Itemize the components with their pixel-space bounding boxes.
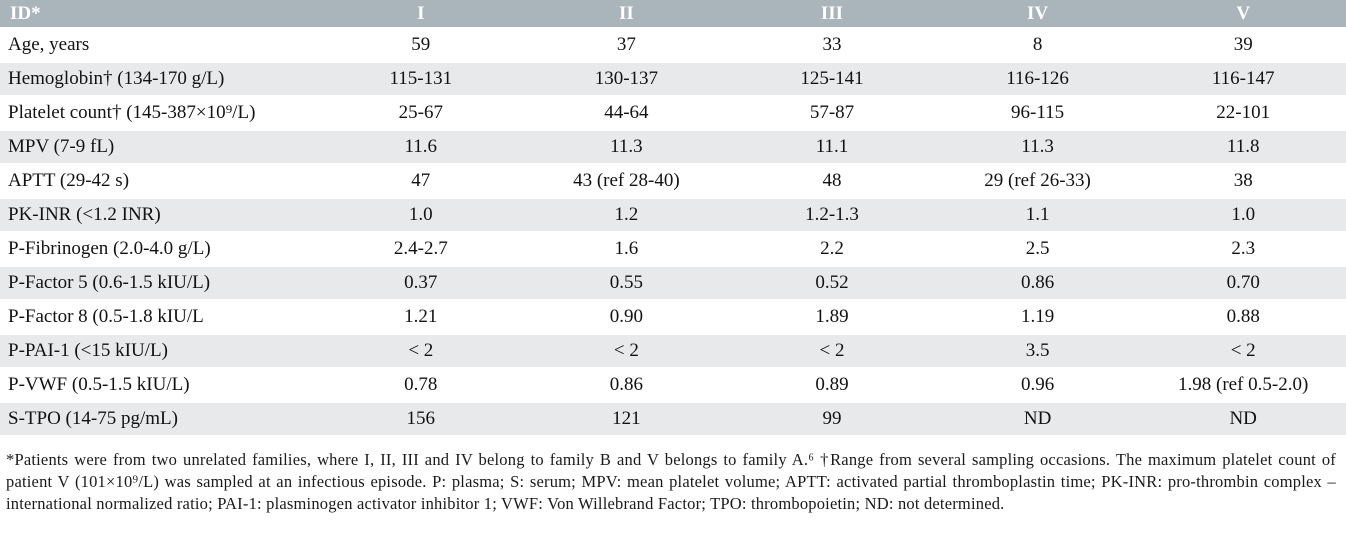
row-label: S-TPO (14-75 pg/mL) xyxy=(0,402,318,437)
cell-value: 2.4-2.7 xyxy=(318,232,524,267)
cell-value: 11.6 xyxy=(318,130,524,165)
row-label: Hemoglobin† (134-170 g/L) xyxy=(0,62,318,97)
cell-value: 11.3 xyxy=(523,130,730,165)
cell-value: 156 xyxy=(318,402,524,437)
table-row-platelet-count: Platelet count† (145-387×10⁹/L) 25-67 44… xyxy=(0,96,1346,131)
cell-value: < 2 xyxy=(523,334,730,369)
table-row-pk-inr: PK-INR (<1.2 INR) 1.0 1.2 1.2-1.3 1.1 1.… xyxy=(0,198,1346,233)
header-id: ID* xyxy=(0,0,318,29)
cell-value: 25-67 xyxy=(318,96,524,131)
cell-value: 0.78 xyxy=(318,368,524,403)
cell-value: 1.2 xyxy=(523,198,730,233)
cell-value: 11.3 xyxy=(934,130,1141,165)
header-patient-5: V xyxy=(1140,0,1346,29)
cell-value: 116-147 xyxy=(1140,62,1346,97)
cell-value: 125-141 xyxy=(729,62,935,97)
cell-value: 47 xyxy=(318,164,524,199)
table-row-fibrinogen: P-Fibrinogen (2.0-4.0 g/L) 2.4-2.7 1.6 2… xyxy=(0,232,1346,267)
cell-value: 1.0 xyxy=(318,198,524,233)
cell-value: 33 xyxy=(729,28,935,63)
cell-value: 39 xyxy=(1140,28,1346,63)
cell-value: ND xyxy=(1140,402,1346,437)
table-header-row: ID* I II III IV V xyxy=(0,0,1346,29)
header-patient-1: I xyxy=(318,0,524,29)
cell-value: 1.1 xyxy=(934,198,1141,233)
cell-value: 11.1 xyxy=(729,130,935,165)
cell-value: 59 xyxy=(318,28,524,63)
cell-value: 8 xyxy=(934,28,1141,63)
cell-value: 1.21 xyxy=(318,300,524,335)
cell-value: < 2 xyxy=(1140,334,1346,369)
cell-value: 2.5 xyxy=(934,232,1141,267)
cell-value: 115-131 xyxy=(318,62,524,97)
cell-value: 43 (ref 28-40) xyxy=(523,164,730,199)
cell-value: 1.0 xyxy=(1140,198,1346,233)
cell-value: < 2 xyxy=(318,334,524,369)
table-footnote: *Patients were from two unrelated famili… xyxy=(6,450,1336,513)
cell-value: 38 xyxy=(1140,164,1346,199)
cell-value: 44-64 xyxy=(523,96,730,131)
cell-value: 1.98 (ref 0.5-2.0) xyxy=(1140,368,1346,403)
cell-value: ND xyxy=(934,402,1141,437)
patient-lab-values-table: ID* I II III IV V Age, years 59 37 33 8 … xyxy=(0,0,1346,437)
cell-value: 3.5 xyxy=(934,334,1141,369)
cell-value: 0.86 xyxy=(523,368,730,403)
table-row-pai-1: P-PAI-1 (<15 kIU/L) < 2 < 2 < 2 3.5 < 2 xyxy=(0,334,1346,369)
table-row-factor-8: P-Factor 8 (0.5-1.8 kIU/L 1.21 0.90 1.89… xyxy=(0,300,1346,335)
cell-value: 2.2 xyxy=(729,232,935,267)
row-label: P-VWF (0.5-1.5 kIU/L) xyxy=(0,368,318,403)
cell-value: 0.89 xyxy=(729,368,935,403)
row-label: P-Fibrinogen (2.0-4.0 g/L) xyxy=(0,232,318,267)
cell-value: 22-101 xyxy=(1140,96,1346,131)
table-row-hemoglobin: Hemoglobin† (134-170 g/L) 115-131 130-13… xyxy=(0,62,1346,97)
header-patient-4: IV xyxy=(934,0,1141,29)
cell-value: 0.37 xyxy=(318,266,524,301)
row-label: APTT (29-42 s) xyxy=(0,164,318,199)
cell-value: 99 xyxy=(729,402,935,437)
header-patient-3: III xyxy=(729,0,935,29)
row-label: MPV (7-9 fL) xyxy=(0,130,318,165)
cell-value: 0.90 xyxy=(523,300,730,335)
cell-value: 48 xyxy=(729,164,935,199)
cell-value: < 2 xyxy=(729,334,935,369)
table-row-tpo: S-TPO (14-75 pg/mL) 156 121 99 ND ND xyxy=(0,402,1346,437)
cell-value: 1.19 xyxy=(934,300,1141,335)
cell-value: 0.88 xyxy=(1140,300,1346,335)
row-label: PK-INR (<1.2 INR) xyxy=(0,198,318,233)
row-label: P-PAI-1 (<15 kIU/L) xyxy=(0,334,318,369)
header-patient-2: II xyxy=(523,0,730,29)
row-label: Platelet count† (145-387×10⁹/L) xyxy=(0,96,318,131)
cell-value: 0.96 xyxy=(934,368,1141,403)
cell-value: 29 (ref 26-33) xyxy=(934,164,1141,199)
row-label: P-Factor 5 (0.6-1.5 kIU/L) xyxy=(0,266,318,301)
cell-value: 121 xyxy=(523,402,730,437)
row-label: Age, years xyxy=(0,28,318,63)
cell-value: 57-87 xyxy=(729,96,935,131)
table-row-aptt: APTT (29-42 s) 47 43 (ref 28-40) 48 29 (… xyxy=(0,164,1346,199)
cell-value: 11.8 xyxy=(1140,130,1346,165)
table-row-age: Age, years 59 37 33 8 39 xyxy=(0,28,1346,63)
cell-value: 1.6 xyxy=(523,232,730,267)
table-row-vwf: P-VWF (0.5-1.5 kIU/L) 0.78 0.86 0.89 0.9… xyxy=(0,368,1346,403)
row-label: P-Factor 8 (0.5-1.8 kIU/L xyxy=(0,300,318,335)
cell-value: 0.70 xyxy=(1140,266,1346,301)
cell-value: 116-126 xyxy=(934,62,1141,97)
cell-value: 1.2-1.3 xyxy=(729,198,935,233)
cell-value: 0.55 xyxy=(523,266,730,301)
cell-value: 0.86 xyxy=(934,266,1141,301)
table-row-mpv: MPV (7-9 fL) 11.6 11.3 11.1 11.3 11.8 xyxy=(0,130,1346,165)
cell-value: 130-137 xyxy=(523,62,730,97)
cell-value: 96-115 xyxy=(934,96,1141,131)
cell-value: 2.3 xyxy=(1140,232,1346,267)
cell-value: 37 xyxy=(523,28,730,63)
cell-value: 1.89 xyxy=(729,300,935,335)
cell-value: 0.52 xyxy=(729,266,935,301)
table-row-factor-5: P-Factor 5 (0.6-1.5 kIU/L) 0.37 0.55 0.5… xyxy=(0,266,1346,301)
